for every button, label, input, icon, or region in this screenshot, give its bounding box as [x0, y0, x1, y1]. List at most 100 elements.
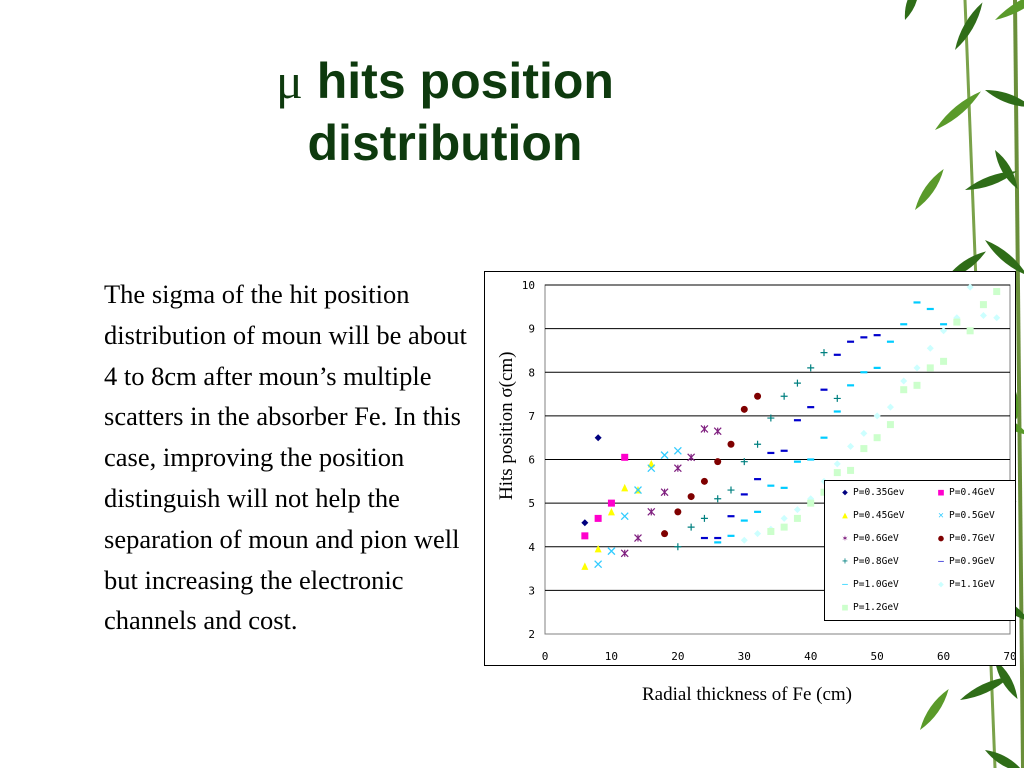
data-point — [754, 440, 762, 448]
data-point — [673, 464, 682, 473]
y-tick-label: 3 — [528, 584, 535, 597]
data-point — [926, 364, 934, 372]
data-point — [873, 434, 881, 442]
bamboo-leaf — [915, 169, 944, 210]
data-point — [594, 434, 602, 442]
series-3 — [594, 446, 682, 569]
bamboo-leaf — [985, 750, 1024, 768]
data-point — [966, 283, 974, 291]
legend-entry: ✶ P=0.6GeV — [839, 533, 899, 544]
data-point — [979, 312, 987, 320]
legend-marker-icon: ▲ — [842, 510, 848, 521]
data-point — [634, 486, 642, 494]
data-point — [660, 451, 669, 460]
legend-label: P=0.6GeV — [853, 533, 899, 544]
legend-label: P=0.5GeV — [949, 510, 995, 521]
bamboo-stem — [1013, 0, 1024, 768]
bamboo-leaf — [904, 0, 919, 20]
data-point — [647, 464, 656, 473]
data-point — [767, 527, 775, 535]
data-point — [700, 514, 708, 522]
y-tick-label: 2 — [528, 628, 535, 641]
data-point — [620, 512, 629, 521]
y-tick-label: 7 — [528, 410, 535, 423]
data-point — [727, 486, 735, 494]
data-point — [886, 421, 894, 429]
data-point — [820, 349, 828, 357]
series-0 — [581, 434, 602, 527]
legend-label: P=1.2GeV — [853, 602, 899, 613]
data-point — [780, 514, 788, 522]
legend-entry: ‒ P=0.9GeV — [935, 556, 995, 567]
data-point — [886, 403, 894, 411]
data-point — [754, 530, 762, 538]
data-point — [673, 446, 682, 455]
x-tick-label: 20 — [671, 650, 684, 663]
slide-title: μ hits position distribution — [150, 50, 740, 174]
data-point — [660, 488, 669, 497]
data-point — [607, 499, 615, 507]
x-axis-label: Radial thickness of Fe (cm) — [642, 684, 853, 705]
data-point — [661, 530, 669, 538]
y-axis-label: Hits position σ(cm) — [496, 351, 517, 500]
bamboo-leaf — [920, 689, 949, 730]
body-text: The sigma of the hit position distributi… — [104, 279, 467, 636]
data-point — [740, 405, 748, 413]
x-tick-label: 70 — [1003, 650, 1016, 663]
data-point — [833, 460, 841, 468]
bamboo-leaf — [955, 2, 983, 50]
data-point — [807, 495, 815, 503]
series-9 — [740, 283, 1001, 544]
x-tick-label: 30 — [738, 650, 751, 663]
data-point — [620, 549, 629, 558]
data-point — [873, 412, 881, 420]
data-point — [740, 536, 748, 544]
data-point — [913, 364, 921, 372]
legend-entry: ▲ P=0.45GeV — [839, 510, 904, 521]
data-point — [594, 560, 603, 569]
legend-marker-icon: + — [842, 556, 848, 567]
legend-entry: + P=0.8GeV — [839, 556, 899, 567]
legend-label: P=0.4GeV — [949, 487, 995, 498]
data-point — [581, 532, 589, 540]
x-tick-label: 0 — [542, 650, 549, 663]
legend-marker-icon: ‒ — [938, 556, 944, 567]
title-text: hits position distribution — [307, 53, 614, 171]
data-point — [793, 506, 801, 514]
legend-marker-icon: ✕ — [938, 510, 944, 521]
data-point — [966, 327, 974, 335]
data-point — [847, 466, 855, 474]
data-point — [780, 392, 788, 400]
legend-entry: ■ P=0.4GeV — [935, 487, 995, 498]
data-point — [780, 523, 788, 531]
data-point — [594, 514, 602, 522]
y-tick-label: 6 — [528, 454, 535, 467]
data-point — [647, 459, 655, 468]
series-7 — [700, 334, 881, 540]
data-point — [926, 344, 934, 352]
data-point — [740, 458, 748, 466]
data-point — [607, 547, 616, 556]
data-point — [793, 514, 801, 522]
data-point — [953, 318, 961, 326]
data-point — [860, 445, 868, 453]
bamboo-leaf — [965, 171, 1017, 190]
data-point — [674, 508, 682, 516]
legend-entry: ✕ P=0.5GeV — [935, 510, 995, 521]
scatter-chart: 2 3 4 5 6 7 8 9 10 0 10 20 30 40 50 60 70 — [522, 279, 1017, 663]
data-point — [940, 357, 948, 365]
data-point — [594, 544, 602, 553]
legend-label: P=0.9GeV — [949, 556, 995, 567]
data-point — [860, 429, 868, 437]
data-point — [833, 469, 841, 477]
legend-marker-icon: ■ — [842, 602, 848, 613]
data-point — [687, 453, 696, 462]
legend-label: P=1.0GeV — [853, 579, 899, 590]
legend-label: P=0.35Gev — [853, 487, 905, 498]
bamboo-leaf — [985, 90, 1024, 108]
series-6 — [674, 349, 841, 551]
series-8 — [714, 301, 948, 544]
legend-marker-icon: ◆ — [938, 579, 944, 590]
data-point — [714, 458, 722, 466]
bamboo-leaf — [960, 676, 1010, 700]
